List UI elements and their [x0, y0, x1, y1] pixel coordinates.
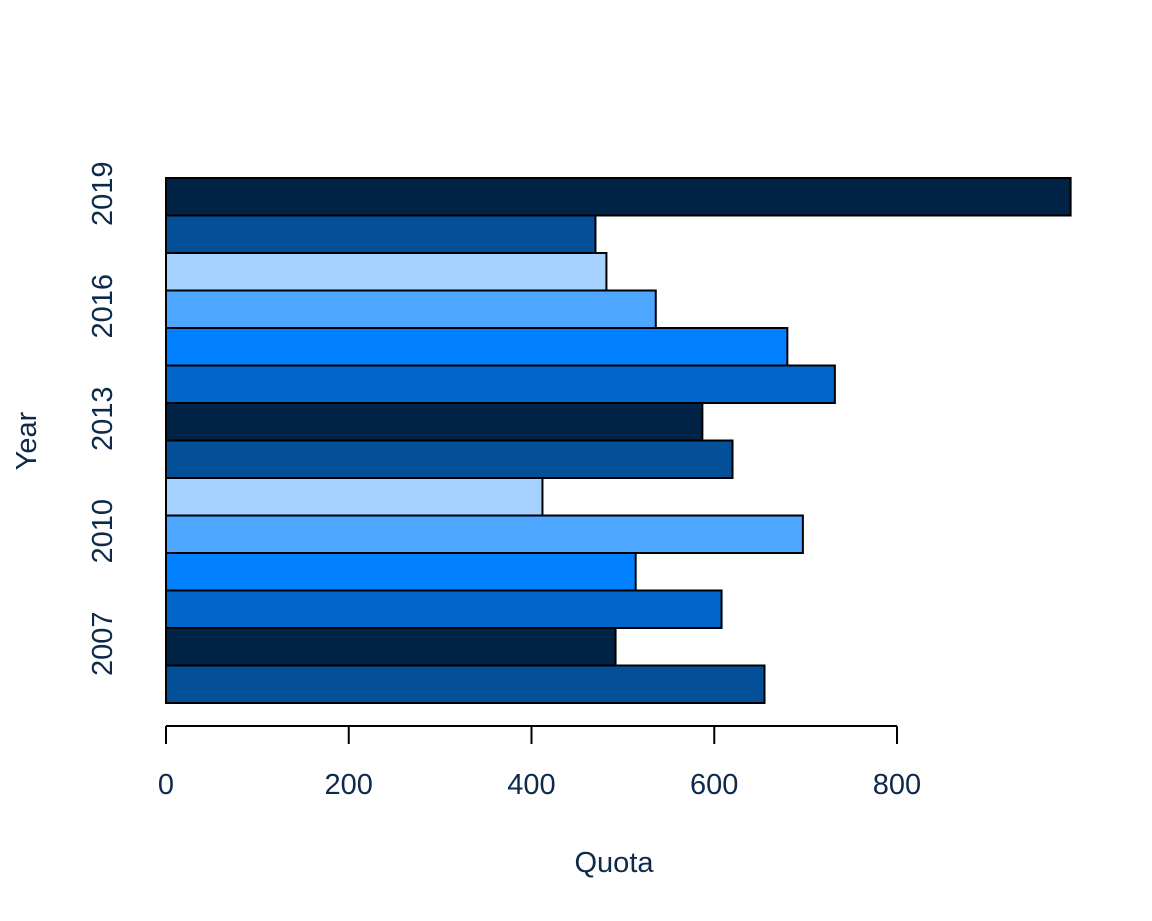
bar-2012 [165, 439, 734, 479]
bar-2016 [165, 289, 657, 329]
bar-2008 [165, 589, 723, 629]
x-tick-label: 800 [873, 769, 921, 801]
bar-2019 [165, 177, 1072, 217]
bar-2014 [165, 364, 836, 404]
x-axis-title: Quota [575, 847, 655, 879]
y-axis: 2007 2010 2013 2016 2019 [87, 161, 119, 676]
x-tick-label: 600 [690, 769, 738, 801]
x-tick-label: 400 [507, 769, 555, 801]
bar-2009 [165, 552, 637, 592]
bar-2007 [165, 627, 617, 667]
bar-2018 [165, 214, 597, 254]
y-tick-label: 2016 [87, 274, 119, 339]
y-axis-title: Year [11, 411, 43, 470]
bar-2015 [165, 327, 789, 367]
y-tick-label: 2013 [87, 386, 119, 451]
bar-2017 [165, 252, 608, 292]
x-axis: 0 200 400 600 800 [158, 725, 921, 801]
y-tick-label: 2019 [87, 161, 119, 226]
x-tick-label: 200 [325, 769, 373, 801]
x-tick-label: 0 [158, 769, 174, 801]
bar-2013 [165, 402, 704, 442]
bar-2006 [165, 664, 766, 704]
bars-layer [165, 177, 1072, 704]
bar-2010 [165, 514, 804, 554]
y-tick-label: 2010 [87, 499, 119, 564]
bar-2011 [165, 477, 544, 517]
y-tick-label: 2007 [87, 611, 119, 676]
